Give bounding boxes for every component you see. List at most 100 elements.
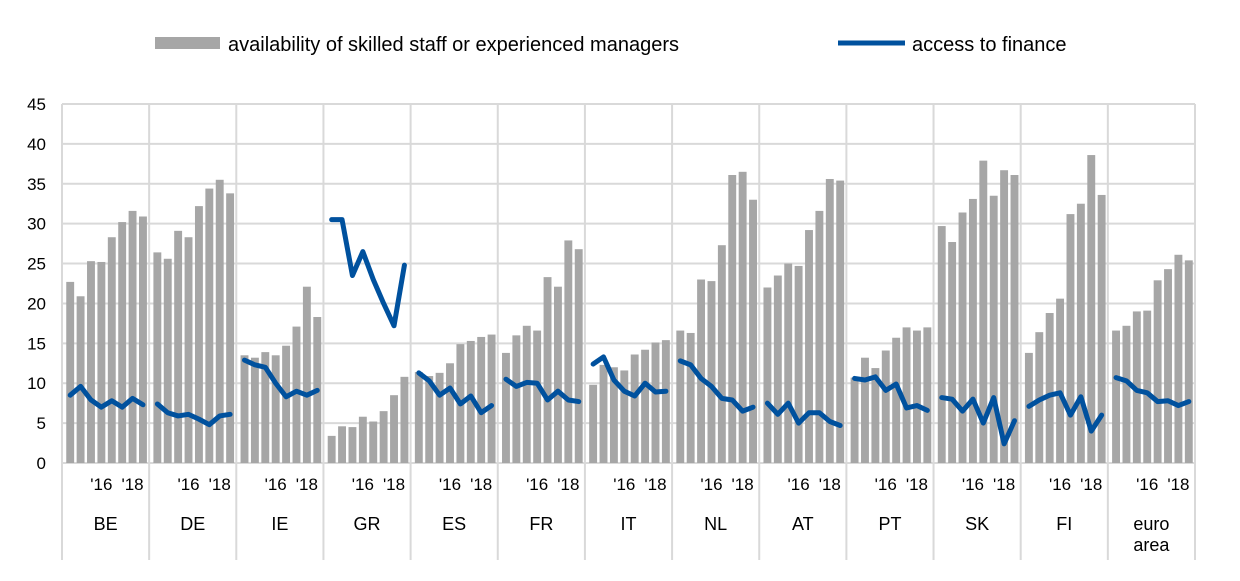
bar-fr: [522, 325, 531, 463]
y-axis: 0 5 10 15 20 25 30 35 40 45: [27, 95, 46, 473]
bar-be: [97, 261, 106, 463]
bar-gr: [390, 395, 398, 463]
line-at: [764, 400, 843, 429]
bar-gr: [358, 416, 367, 463]
group-label: IE: [271, 514, 288, 534]
bar-ie: [302, 286, 311, 463]
period-label: '18: [819, 475, 841, 494]
period-label: '16: [265, 475, 287, 494]
bar-it: [620, 370, 629, 463]
legend: availability of skilled staff or experie…: [155, 34, 1067, 56]
bar-de: [226, 193, 235, 463]
period-label: '18: [121, 475, 143, 494]
bar-pt: [861, 357, 869, 463]
bar-be: [76, 296, 85, 463]
legend-bar-label: availability of skilled staff or experie…: [228, 34, 679, 56]
bar-pt: [871, 368, 880, 463]
bar-gr: [379, 411, 388, 463]
lines: [67, 217, 1192, 447]
bar-de: [174, 230, 183, 463]
bar-sk: [937, 226, 946, 463]
bar-pt: [892, 337, 901, 463]
bar-at: [805, 230, 813, 463]
line-pt: [852, 374, 930, 413]
bar-it: [609, 367, 618, 463]
bar-sk: [979, 160, 988, 464]
group-label: BE: [94, 514, 118, 534]
bar-ie: [250, 357, 259, 463]
bar-it: [599, 364, 608, 463]
bar-euro-area: [1184, 260, 1193, 463]
bar-es: [435, 372, 444, 463]
y-tick-label: 30: [27, 215, 46, 234]
bar-fi: [1076, 203, 1085, 463]
bar-fi: [1087, 155, 1096, 463]
bar-fi: [1045, 313, 1054, 463]
group-label: PT: [878, 514, 901, 534]
y-tick-label: 15: [27, 334, 46, 353]
period-label: '16: [1136, 475, 1158, 494]
bar-nl: [749, 199, 757, 463]
line-be: [67, 383, 146, 410]
bar-be: [128, 210, 137, 463]
bar-fi: [1056, 298, 1065, 463]
line-sk: [939, 395, 1017, 447]
bar-it: [651, 342, 660, 463]
line-gr: [329, 217, 407, 329]
bar-fr: [543, 277, 552, 463]
bar-euro-area: [1153, 280, 1162, 463]
bar-nl: [676, 330, 685, 463]
group-label: FR: [529, 514, 553, 534]
bar-fr: [512, 335, 521, 463]
bar-sk: [958, 212, 967, 463]
y-tick-label: 25: [27, 255, 46, 274]
bar-gr: [400, 376, 409, 463]
bar-nl: [717, 245, 726, 463]
bar-gr: [369, 421, 378, 463]
period-label: '18: [470, 475, 492, 494]
group-label: GR: [354, 514, 381, 534]
bar-euro-area: [1122, 325, 1131, 463]
y-tick-label: 35: [27, 175, 46, 194]
bar-ie: [292, 326, 301, 463]
y-tick-label: 40: [27, 135, 46, 154]
bar-it: [661, 340, 670, 463]
period-label: '18: [557, 475, 579, 494]
y-tick-label: 0: [37, 454, 46, 473]
bar-es: [477, 336, 486, 463]
y-tick-label: 10: [27, 374, 46, 393]
y-tick-label: 45: [27, 95, 46, 114]
bar-es: [466, 340, 475, 463]
bar-it: [641, 349, 650, 463]
bar-euro-area: [1164, 269, 1172, 463]
period-label: '18: [644, 475, 666, 494]
period-label: '16: [177, 475, 199, 494]
bar-fr: [502, 352, 510, 463]
bar-pt: [850, 377, 859, 463]
y-tick-label: 20: [27, 294, 46, 313]
period-label: '18: [296, 475, 318, 494]
x-axis-labels: '16 '18 BE '16 '18 DE '16 '18 IE '16 '18 GR '16 '18 ES…: [90, 475, 1189, 555]
gridlines: [61, 103, 1196, 560]
bar-fr: [564, 240, 573, 463]
bars: [66, 155, 1193, 464]
bar-it: [630, 354, 639, 463]
bar-fr: [533, 330, 542, 463]
group-label: AT: [792, 514, 814, 534]
line-ie: [242, 357, 320, 400]
bar-de: [205, 188, 214, 463]
group-label: euro: [1133, 514, 1169, 534]
bar-nl: [707, 281, 716, 463]
bar-be: [139, 216, 147, 463]
line-es: [416, 370, 495, 416]
period-label: '16: [875, 475, 897, 494]
bar-at: [825, 178, 834, 464]
group-label: ES: [442, 514, 466, 534]
group-label: NL: [704, 514, 727, 534]
bar-de: [215, 179, 224, 464]
bar-nl: [697, 279, 706, 463]
bar-at: [773, 275, 782, 463]
line-fr: [503, 376, 582, 405]
bar-pt: [923, 327, 932, 463]
bar-gr: [348, 427, 357, 463]
